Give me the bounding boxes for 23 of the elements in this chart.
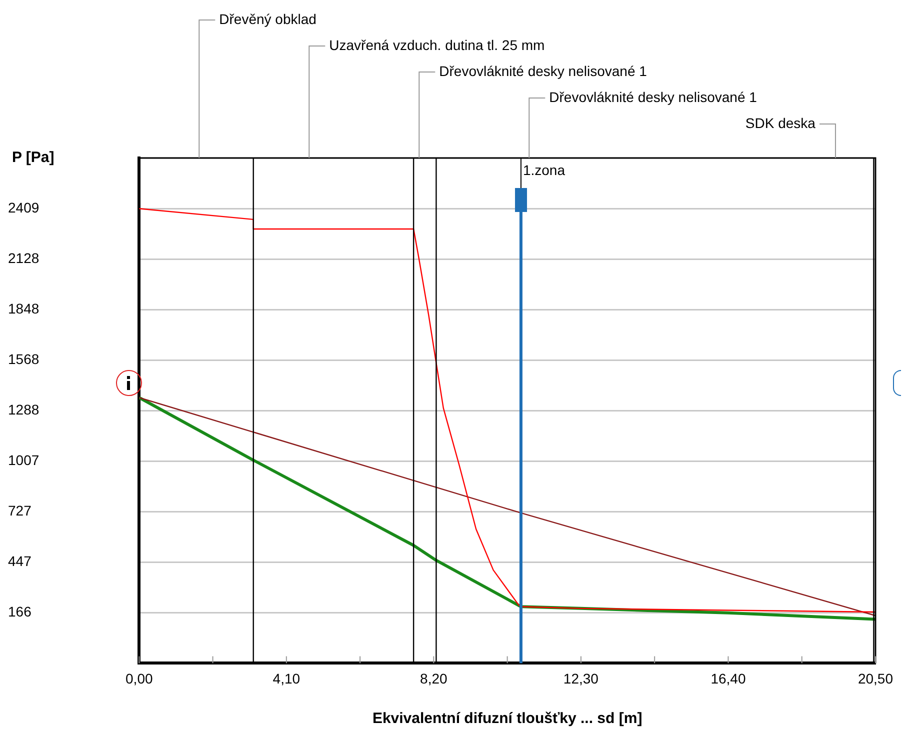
text: Dřevovláknité desky nelisované 1 <box>439 62 648 79</box>
text: Dřevovláknité desky nelisované 1 <box>549 88 758 105</box>
y-tick-label: 1288 <box>8 401 40 418</box>
y-tick-label: 166 <box>8 604 32 620</box>
text: SDK deska <box>745 114 816 131</box>
x-tick-label: 0,00 <box>126 670 153 686</box>
y-tick-label: 2128 <box>8 250 40 266</box>
ref-line-label: 1.zona <box>522 162 566 178</box>
x-tick-label: 16,40 <box>710 670 746 686</box>
text: Dřevěný obklad <box>219 10 316 27</box>
text: Uzavřená vzduch. dutina tl. 25 mm <box>329 36 545 53</box>
y-tick-label: 1568 <box>8 351 40 368</box>
x-tick-label: 20,50 <box>858 670 894 686</box>
y-tick-label: 2409 <box>8 199 40 216</box>
y-axis-title: P [Pa] <box>12 149 54 166</box>
x-axis-title: Ekvivalentní difuzní tloušťky ... sd [m] <box>372 710 642 728</box>
y-tick-label: 727 <box>8 502 32 519</box>
y-tick-label: 1007 <box>8 452 40 468</box>
x-tick-label: 12,30 <box>563 670 599 686</box>
y-tick-label: 1848 <box>8 300 40 317</box>
y-tick-label: 447 <box>8 552 32 569</box>
x-tick-label: 8,20 <box>420 670 448 686</box>
x-tick-label: 4,10 <box>272 670 300 686</box>
